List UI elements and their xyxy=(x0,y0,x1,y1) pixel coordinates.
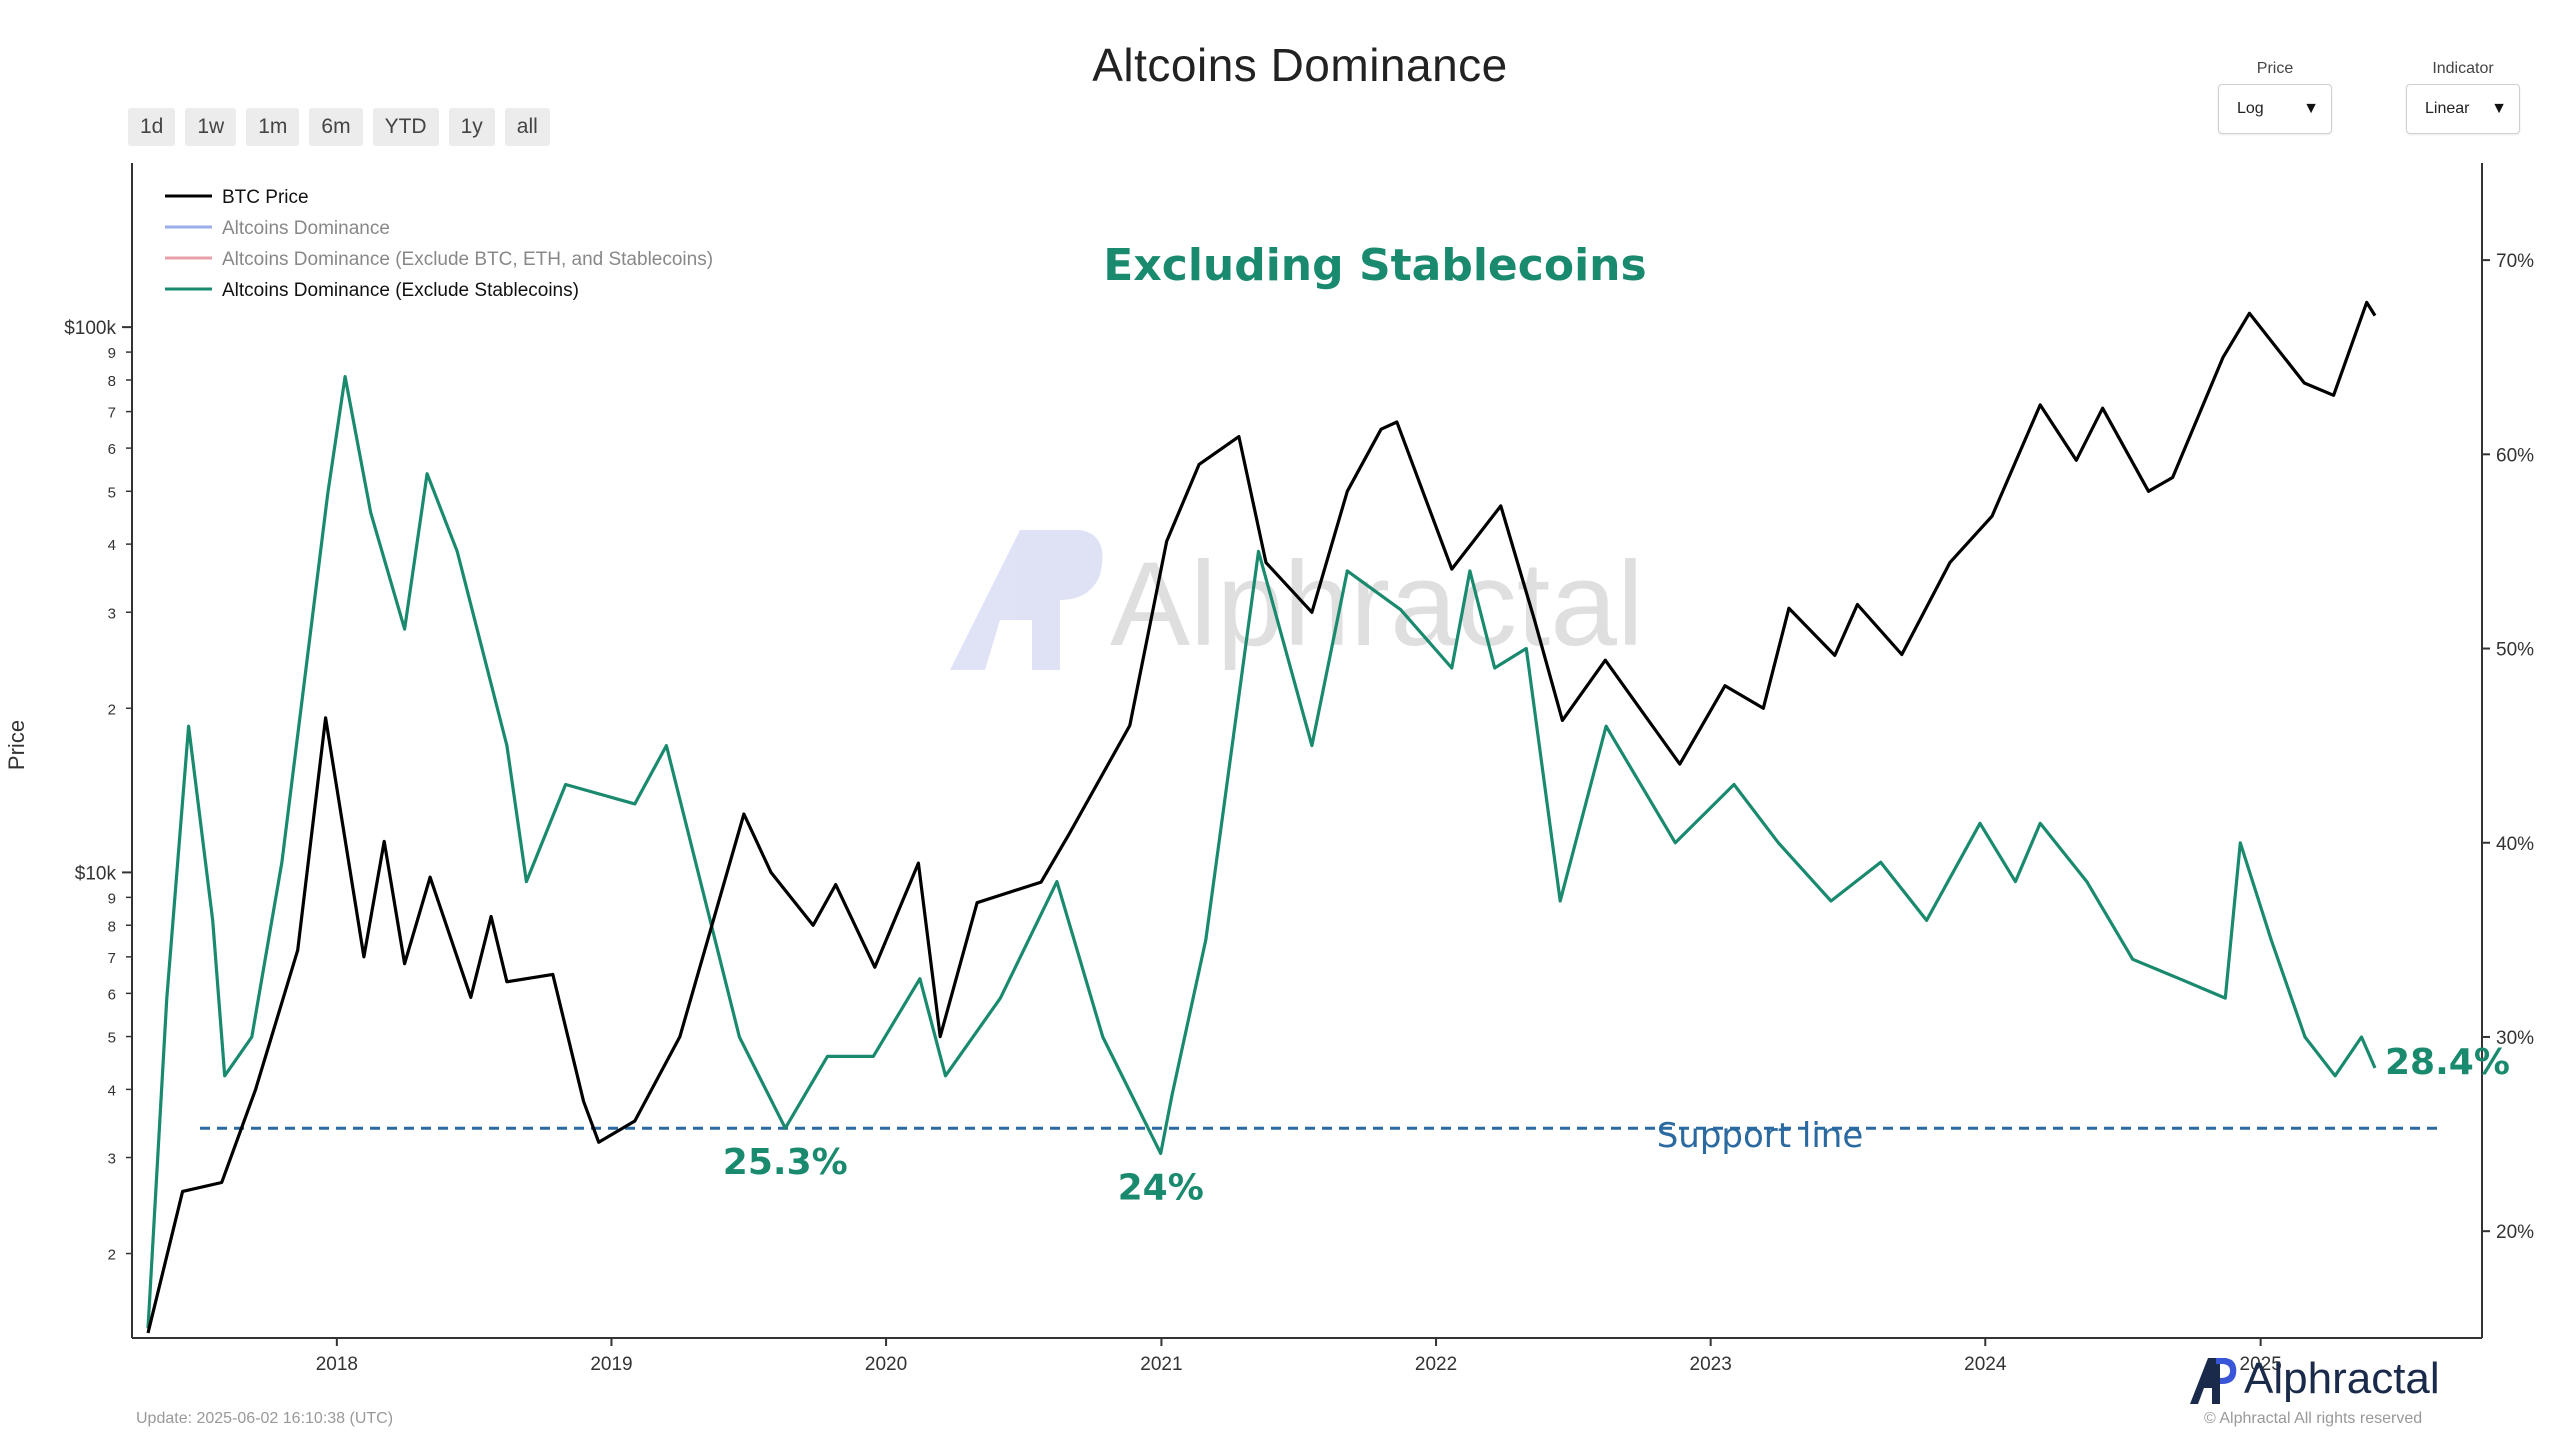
y-right-tick-label: 60% xyxy=(2496,445,2534,466)
y-left-minor-tick-label: 2 xyxy=(108,1247,116,1264)
legend-item-0: BTC Price xyxy=(222,187,309,208)
y-right-tick-label: 30% xyxy=(2496,1028,2534,1049)
alphractal-logo-icon xyxy=(2190,1358,2237,1404)
y-right-tick-label: 40% xyxy=(2496,834,2534,855)
range-button-ytd[interactable]: YTD xyxy=(372,108,439,146)
watermark: Alphractal xyxy=(950,530,1644,671)
range-button-1y[interactable]: 1y xyxy=(448,108,495,146)
y-left-minor-tick-label: 9 xyxy=(108,890,116,907)
brand-logo: Alphractal xyxy=(2186,1352,2440,1406)
range-button-6m[interactable]: 6m xyxy=(309,108,363,146)
x-tick-label-2025: 2025 xyxy=(2240,1354,2282,1375)
y-left-minor-tick-label: 6 xyxy=(108,441,116,458)
update-timestamp: Update: 2025-06-02 16:10:38 (UTC) xyxy=(136,1410,394,1427)
indicator-scale-label: Indicator xyxy=(2432,60,2494,77)
range-button-1d[interactable]: 1d xyxy=(128,108,176,146)
y-right-tick-label: 70% xyxy=(2496,251,2534,272)
x-tick-label-2021: 2021 xyxy=(1140,1354,1182,1375)
logo-text: Alphractal xyxy=(2244,1354,2440,1403)
x-tick-label-2023: 2023 xyxy=(1690,1354,1732,1375)
y-left-tick-label: $100k xyxy=(64,318,116,339)
chart-subtitle: Excluding Stablecoins xyxy=(1103,240,1646,291)
annotation-1: 24% xyxy=(1118,1167,1204,1208)
y-left-minor-tick-label: 3 xyxy=(108,605,116,622)
plot-axes xyxy=(122,163,2490,1346)
chart-legend: BTC Price Altcoins Dominance Altcoins Domi… xyxy=(165,187,713,301)
price-scale-group: Price Log ▼ xyxy=(2218,60,2332,134)
range-button-1m[interactable]: 1m xyxy=(246,108,300,146)
support-line-label: Support line xyxy=(1657,1116,1864,1156)
annotation-2: 28.4% xyxy=(2385,1042,2510,1083)
y-right-tick-label: 50% xyxy=(2496,640,2534,661)
y-left-minor-tick-label: 4 xyxy=(108,1082,116,1099)
y-right-tick-label: 20% xyxy=(2496,1222,2534,1243)
range-button-1w[interactable]: 1w xyxy=(185,108,237,146)
y-left-minor-tick-label: 3 xyxy=(108,1151,116,1168)
legend-item-1: Altcoins Dominance xyxy=(222,218,390,239)
tick-labels: 2018 2019 2020 2021 2022 2023 2024 2025 $10k $100… xyxy=(64,251,2534,1375)
x-tick-label-2019: 2019 xyxy=(590,1354,632,1375)
btc-price-line xyxy=(146,300,2377,1334)
y-left-minor-tick-label: 2 xyxy=(108,701,116,718)
y-left-minor-tick-label: 5 xyxy=(108,484,116,501)
y-left-minor-tick-label: 4 xyxy=(108,537,116,554)
price-scale-label: Price xyxy=(2256,60,2294,77)
chart-title: Altcoins Dominance xyxy=(1092,39,1508,91)
altcoin-dominance-line xyxy=(146,375,2377,1329)
caret-down-icon: ▼ xyxy=(2303,100,2319,117)
price-scale-select[interactable]: Log ▼ xyxy=(2218,84,2332,134)
y-left-minor-tick-label: 8 xyxy=(108,918,116,935)
y-left-minor-tick-label: 6 xyxy=(108,986,116,1003)
y-left-tick-label: $10k xyxy=(75,863,117,884)
y-left-minor-tick-label: 8 xyxy=(108,373,116,390)
y-left-minor-tick-label: 7 xyxy=(108,950,116,967)
x-tick-label-2022: 2022 xyxy=(1415,1354,1457,1375)
annotation-0: 25.3% xyxy=(723,1142,848,1183)
price-scale-value: Log xyxy=(2237,100,2264,117)
y-left-minor-tick-label: 7 xyxy=(108,405,116,422)
indicator-scale-value: Linear xyxy=(2425,100,2470,117)
y-axis-label: Price xyxy=(4,720,29,770)
x-tick-label-2024: 2024 xyxy=(1964,1354,2007,1375)
range-button-all[interactable]: all xyxy=(504,108,550,146)
x-tick-label-2020: 2020 xyxy=(865,1354,907,1375)
y-left-minor-tick-label: 5 xyxy=(108,1030,116,1047)
y-left-minor-tick-label: 9 xyxy=(108,345,116,362)
caret-down-icon: ▼ xyxy=(2491,100,2507,117)
indicator-scale-group: Indicator Linear ▼ xyxy=(2406,60,2520,134)
annotations: 25.3% 24% 28.4% xyxy=(723,1042,2510,1208)
x-tick-label-2018: 2018 xyxy=(316,1354,358,1375)
legend-item-3: Altcoins Dominance (Exclude Stablecoins) xyxy=(222,280,579,301)
legend-item-2: Altcoins Dominance (Exclude BTC, ETH, an… xyxy=(222,249,713,270)
watermark-text: Alphractal xyxy=(1110,537,1644,671)
time-range-selector: 1d 1w 1m 6m YTD 1y all xyxy=(128,108,550,146)
watermark-logo-icon xyxy=(950,530,1103,670)
copyright-text: © Alphractal All rights reserved xyxy=(2204,1410,2423,1427)
indicator-scale-select[interactable]: Linear ▼ xyxy=(2406,84,2520,134)
